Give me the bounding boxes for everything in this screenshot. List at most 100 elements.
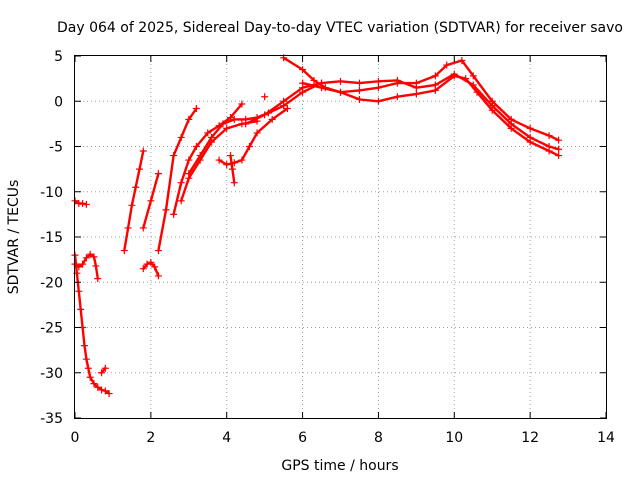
data-point: [139, 224, 147, 232]
data-point: [450, 72, 458, 80]
data-point: [215, 156, 223, 164]
data-point: [192, 104, 200, 112]
x-tick-label: 14: [597, 430, 615, 446]
data-point: [75, 263, 83, 271]
data-point: [79, 260, 87, 268]
data-point: [337, 88, 344, 96]
data-point: [431, 86, 439, 94]
data-point: [242, 120, 250, 128]
data-point: [443, 61, 451, 69]
y-tick-label: -30: [40, 366, 63, 382]
data-point: [230, 179, 238, 187]
data-point: [488, 97, 496, 105]
data-point: [507, 124, 515, 132]
data-point: [101, 364, 109, 372]
data-point: [75, 287, 83, 295]
data-point: [135, 165, 143, 173]
data-point: [458, 57, 466, 65]
series-arc-14: [261, 93, 269, 101]
data-point: [555, 152, 563, 160]
x-tick-label: 4: [222, 430, 231, 446]
series-arc-4: [139, 258, 162, 280]
data-point: [238, 100, 246, 108]
data-point: [147, 197, 155, 205]
y-tick-label: -10: [40, 185, 63, 201]
data-point: [177, 197, 185, 205]
data-point: [280, 97, 288, 105]
data-point: [355, 79, 363, 87]
series-line: [157, 107, 198, 252]
data-point: [90, 253, 98, 261]
data-point: [374, 97, 382, 105]
data-layer: [71, 54, 563, 398]
data-point: [299, 79, 307, 87]
data-point: [147, 258, 155, 266]
data-point: [98, 369, 106, 377]
data-point: [105, 390, 113, 398]
data-point: [393, 79, 401, 87]
data-point: [261, 93, 269, 101]
data-point: [139, 265, 147, 273]
series-arc-2: [120, 147, 147, 255]
data-point: [393, 93, 401, 101]
x-tick-label: 6: [298, 430, 307, 446]
data-point: [170, 152, 178, 160]
data-point: [124, 224, 132, 232]
data-point: [128, 201, 136, 209]
y-tick-label: 0: [54, 94, 63, 110]
data-point: [82, 355, 90, 363]
series-arc-7: [177, 117, 261, 205]
chart-title: Day 064 of 2025, Sidereal Day-to-day VTE…: [57, 20, 623, 36]
data-point: [245, 143, 253, 150]
data-point: [555, 136, 563, 144]
series-arc-5: [154, 104, 200, 255]
data-point: [185, 170, 193, 178]
series-line: [123, 149, 145, 252]
data-point: [253, 129, 261, 137]
y-axis-label: SDTVAR / TECUs: [6, 180, 22, 295]
data-point: [526, 124, 534, 132]
data-point: [473, 88, 481, 96]
data-point: [223, 124, 231, 132]
data-point: [192, 143, 200, 150]
data-point: [154, 272, 162, 280]
data-point: [132, 183, 140, 191]
data-point: [162, 206, 170, 214]
data-point: [208, 133, 216, 141]
data-point: [374, 77, 382, 85]
data-point: [196, 152, 204, 160]
data-point: [462, 75, 470, 83]
x-tick-label: 0: [71, 430, 80, 446]
data-point: [545, 132, 553, 140]
series-line: [301, 59, 560, 142]
data-point: [90, 380, 98, 388]
data-point: [143, 260, 151, 268]
data-point: [219, 120, 227, 128]
data-point: [526, 138, 534, 146]
series-arc-1c: [71, 250, 102, 283]
y-tick-label: -5: [49, 140, 63, 156]
data-point: [185, 115, 193, 123]
series-arc-3: [139, 170, 162, 232]
data-point: [79, 200, 87, 208]
data-point: [98, 386, 106, 394]
data-point: [238, 156, 246, 164]
data-point: [94, 383, 102, 391]
data-point: [310, 76, 318, 84]
data-point: [283, 104, 291, 112]
data-point: [154, 170, 162, 178]
data-point: [177, 133, 185, 141]
data-point: [228, 165, 236, 173]
data-point: [299, 66, 307, 74]
series-arc-8: [185, 79, 326, 178]
series-arc-1b: [71, 251, 113, 398]
data-point: [261, 111, 269, 119]
data-point: [469, 72, 477, 80]
plot-area: [74, 55, 607, 419]
data-point: [92, 262, 100, 270]
data-point: [227, 152, 235, 160]
data-point: [82, 200, 90, 208]
data-point: [337, 77, 344, 85]
series-line: [282, 56, 560, 157]
